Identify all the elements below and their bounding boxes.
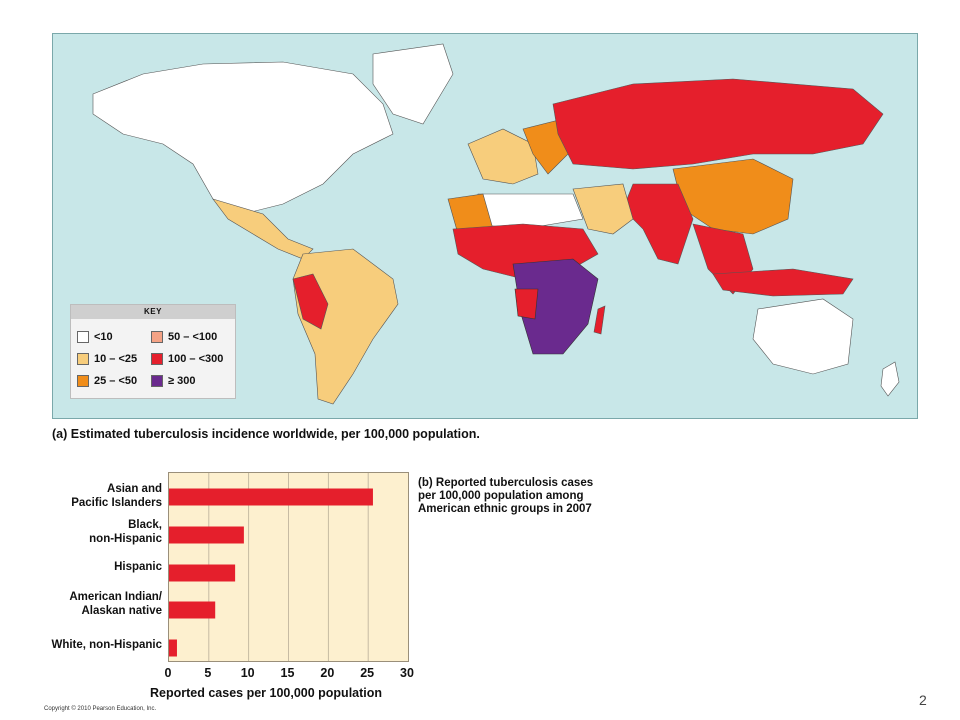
key-label-50-100: 50 – <100 [168,331,218,343]
region-south-america [292,248,399,405]
bar-chart [169,473,373,661]
key-swatch-gte300 [151,375,163,387]
category-label-2: Hispanic [114,560,162,574]
page-number: 2 [919,692,927,708]
world-map-shapes [92,43,900,405]
key-swatch-100-300 [151,353,163,365]
region-north-america [92,61,394,215]
x-tick-label-1: 5 [204,666,212,680]
bar-4 [169,639,177,657]
chart-caption-tag: (b) [418,477,433,489]
key-item-100-300: 100 – <300 [151,353,223,365]
bar-3 [169,601,216,619]
x-tick-label-0: 0 [164,666,172,680]
key-item-gte300: ≥ 300 [151,375,195,387]
region-australia [752,298,854,375]
category-label-1-text: Black, non-Hispanic [89,519,162,545]
key-item-lt10: <10 [77,331,113,343]
map-key: KEY <10 50 – <100 10 – <25 100 – <300 25… [70,304,236,399]
region-peru [292,273,329,330]
category-label-3-text: American Indian/Alaskan native [69,591,162,617]
region-indonesia [712,268,854,297]
bar-chart-panel [168,472,409,662]
x-tick-label-3: 15 [280,666,295,680]
key-item-10-25: 10 – <25 [77,353,137,365]
key-swatch-10-25 [77,353,89,365]
key-item-25-50: 25 – <50 [77,375,137,387]
category-label-0-text: Asian and Pacific Islanders [71,483,162,509]
region-russia [552,78,884,170]
key-label-25-50: 25 – <50 [94,375,138,387]
key-swatch-50-100 [151,331,163,343]
bar-1 [169,526,244,544]
region-madagascar [593,305,606,335]
category-label-0: Asian and Pacific Islanders [71,482,162,510]
chart-caption: (b) Reported tuberculosis cases per 100,… [418,477,608,516]
chart-caption-text: Reported tuberculosis cases per 100,000 … [418,477,594,515]
x-tick-label-5: 25 [360,666,375,680]
x-tick-label-4: 20 [320,666,335,680]
x-tick-label-2: 10 [240,666,255,680]
region-southern-africa [512,258,599,355]
key-label-100-300: 100 – <300 [168,353,224,365]
category-label-4: White, non-Hispanic [51,638,162,652]
key-item-50-100: 50 – <100 [151,331,217,343]
region-angola [514,288,539,320]
copyright-text: Copyright © 2010 Pearson Education, Inc. [44,706,157,712]
map-caption-tag: (a) [52,427,68,441]
x-tick-label-6: 30 [400,666,414,680]
map-caption: (a) Estimated tuberculosis incidence wor… [52,427,480,441]
x-axis-title: Reported cases per 100,000 population [150,686,383,700]
key-swatch-25-50 [77,375,89,387]
category-label-1: Black, non-Hispanic [89,518,162,546]
region-middle-east [572,183,634,235]
key-swatch-lt10 [77,331,89,343]
region-greenland [372,43,454,125]
key-label-lt10: <10 [94,331,113,343]
region-europe-west [467,128,539,185]
category-label-4-text: White, non-Hispanic [51,639,162,651]
key-title: KEY [71,305,235,319]
map-caption-text: Estimated tuberculosis incidence worldwi… [70,427,480,441]
bar-0 [169,488,373,506]
bar-2 [169,564,236,582]
region-south-asia [622,183,694,265]
category-label-2-text: Hispanic [114,561,162,573]
key-label-10-25: 10 – <25 [94,353,138,365]
region-new-zealand [880,361,900,397]
key-label-gte300: ≥ 300 [168,375,196,387]
category-label-3: American Indian/Alaskan native [69,590,162,618]
